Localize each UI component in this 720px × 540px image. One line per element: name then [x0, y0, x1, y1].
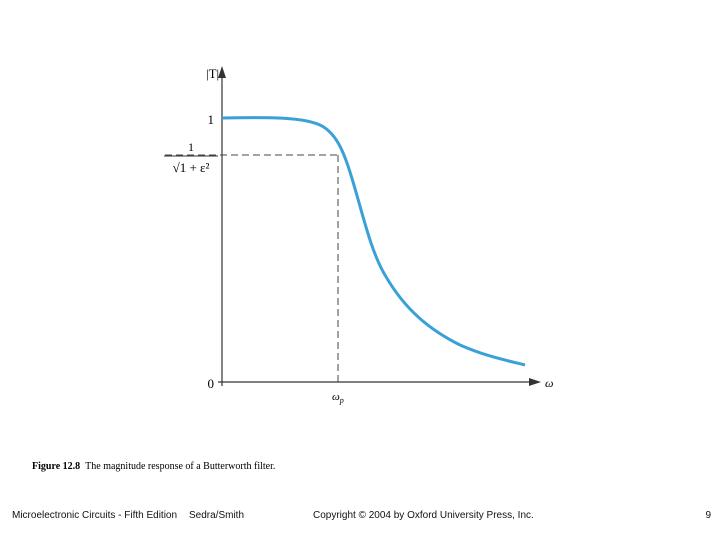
caption-number: Figure 12.8 — [32, 461, 80, 472]
y-axis-label: |T| — [206, 66, 219, 81]
edge-frequency-symbol: ω — [332, 391, 340, 403]
magnitude-curve — [221, 116, 526, 367]
x-axis-label: ω — [545, 376, 553, 390]
edge-numerator: 1 — [188, 140, 194, 154]
edge-frequency-subscript: p — [339, 396, 344, 405]
edge-denominator: √1 + ε² — [173, 160, 210, 175]
y-one-label: 1 — [208, 112, 215, 127]
footer-copyright: Copyright © 2004 by Oxford University Pr… — [313, 510, 534, 521]
y-arrow — [218, 66, 226, 78]
caption-text: The magnitude response of a Butterworth … — [85, 461, 275, 472]
footer-page: 9 — [705, 510, 711, 521]
y-zero-label: 0 — [208, 376, 215, 391]
footer-authors: Sedra/Smith — [189, 510, 244, 521]
footer-book: Microelectronic Circuits - Fifth Edition — [12, 510, 177, 521]
edge-frequency-label: ωp — [332, 391, 344, 405]
footer: Microelectronic Circuits - Fifth Edition… — [12, 510, 711, 521]
x-arrow — [529, 378, 541, 386]
caption: Figure 12.8 The magnitude response of a B… — [32, 461, 275, 472]
figure: |T| 1 0 1 √1 + ε² ωp ω — [164, 66, 553, 405]
